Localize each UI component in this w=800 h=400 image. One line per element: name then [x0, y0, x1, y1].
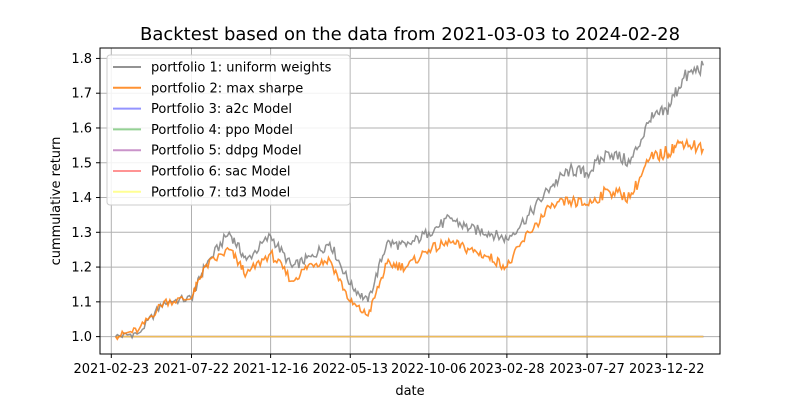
y-tick-label: 1.8: [71, 52, 92, 67]
x-tick-label: 2022-05-13: [312, 362, 388, 377]
y-tick-label: 1.4: [71, 191, 92, 206]
legend-label-3: Portfolio 3: a2c Model: [151, 102, 292, 117]
legend-box: [106, 54, 351, 206]
plot-frame: [99, 47, 721, 355]
series-layer: [114, 60, 705, 341]
y-tick-label: 1.0: [71, 330, 92, 345]
legend-label-4: Portfolio 4: ppo Model: [151, 123, 293, 138]
x-axis-label: date: [395, 384, 424, 399]
y-tick-label: 1.3: [71, 226, 92, 241]
legend-label-1: portfolio 1: uniform weights: [151, 61, 332, 76]
x-tick-label: 2021-02-23: [74, 362, 150, 377]
series-line-1: [115, 60, 705, 340]
x-tick-label: 2021-12-16: [233, 362, 309, 377]
x-tick-label: 2022-10-06: [391, 362, 467, 377]
x-tick-label: 2023-07-27: [549, 362, 625, 377]
series-line-2: [114, 137, 705, 341]
legend-label-2: portfolio 2: max sharpe: [151, 81, 303, 96]
y-tick-label: 1.5: [71, 156, 92, 171]
legend-label-7: Portfolio 7: td3 Model: [151, 185, 290, 200]
legend: portfolio 1: uniform weights portfolio 2:…: [106, 54, 351, 206]
chart-title: Backtest based on the data from 2021-03-…: [140, 24, 680, 45]
y-ticks: 1.0 1.1 1.2 1.3 1.4 1.5 1.6 1.7 1.8: [71, 52, 100, 345]
y-tick-label: 1.1: [71, 295, 92, 310]
y-axis-label: cummulative return: [49, 137, 64, 266]
x-tick-label: 2023-12-22: [629, 362, 705, 377]
y-tick-label: 1.7: [71, 87, 92, 102]
x-tick-label: 2023-02-28: [469, 362, 545, 377]
y-tick-label: 1.2: [71, 261, 92, 276]
legend-label-6: Portfolio 6: sac Model: [151, 165, 290, 180]
x-tick-label: 2021-07-22: [154, 362, 230, 377]
legend-label-5: Portfolio 5: ddpg Model: [151, 144, 302, 159]
x-ticks: 2021-02-23 2021-07-22 2021-12-16 2022-05-13…: [74, 354, 705, 377]
y-tick-label: 1.6: [71, 121, 92, 136]
